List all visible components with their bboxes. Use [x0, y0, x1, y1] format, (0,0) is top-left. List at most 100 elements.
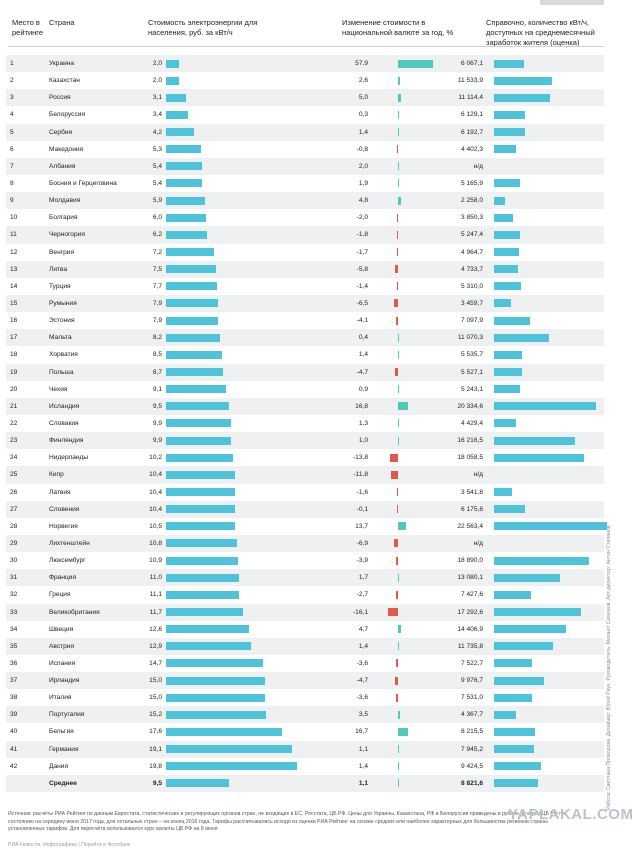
change-label: 57,9 [355, 60, 368, 67]
price-bar [166, 128, 194, 137]
change-label: 4,7 [358, 625, 368, 633]
country-cell: Турция [49, 282, 71, 290]
kwh-bar [494, 779, 539, 788]
price-bar [166, 368, 224, 377]
rank-cell: 33 [10, 608, 18, 616]
country-cell: Италия [49, 694, 72, 702]
change-bar [398, 385, 399, 394]
price-bar [166, 213, 206, 222]
kwh-label: н/д [473, 162, 483, 170]
change-label: 1,4 [358, 642, 368, 650]
change-label: -4,7 [356, 677, 368, 685]
kwh-bar [494, 659, 532, 668]
kwh-bar [494, 248, 519, 257]
change-bar [398, 436, 399, 445]
top-decoration [540, 0, 604, 5]
change-label: 0,4 [358, 334, 368, 342]
change-bar [398, 179, 400, 188]
change-bar [398, 762, 399, 771]
price-bar [166, 727, 283, 736]
change-bar [398, 93, 401, 102]
price-bar [166, 162, 202, 171]
rank-cell: 18 [10, 351, 18, 359]
change-bar [397, 145, 398, 154]
side-credits-text: Работа: Светлана Проворова. Дизайнер: Юр… [606, 525, 612, 810]
country-cell: Венгрия [49, 248, 75, 256]
rank-cell: 25 [10, 471, 18, 479]
kwh-bar [494, 76, 552, 85]
price-bar [166, 762, 297, 771]
kwh-label: 7 531,0 [461, 694, 483, 702]
kwh-label: 22 563,4 [457, 522, 483, 530]
kwh-bar [494, 265, 518, 274]
price-bar [166, 779, 229, 788]
rank-cell: 16 [10, 317, 18, 325]
change-label: 1,4 [358, 128, 368, 136]
table-row: 32 Греция 11,1 -2,7 7 427,6 [6, 586, 604, 603]
country-cell: Германия [49, 745, 79, 753]
kwh-bar [494, 59, 525, 68]
header-change: Изменение стоимости в национальной валют… [342, 18, 454, 37]
change-label: 1,7 [358, 574, 368, 582]
rank-cell: 34 [10, 625, 18, 633]
change-label: -16,1 [352, 608, 368, 616]
price-label: 7,5 [152, 265, 162, 273]
change-label: 2,6 [358, 77, 368, 85]
table-row: 21 Исландия 9,5 16,8 20 334,6 [6, 397, 604, 415]
price-label: 5,9 [152, 197, 162, 205]
change-bar [398, 522, 407, 531]
change-bar [398, 162, 400, 171]
table-row: 8 Босния и Герцеговина 5,4 1,9 5 165,9 [6, 175, 604, 192]
change-bar [398, 59, 433, 68]
rank-cell: 15 [10, 299, 18, 307]
change-label: -2,7 [356, 591, 368, 599]
kwh-label: 5 310,0 [461, 282, 483, 290]
country-cell: Люксембург [49, 557, 86, 565]
kwh-bar [494, 625, 567, 634]
change-bar [396, 213, 398, 222]
table-row: 16 Эстония 7,9 -4,1 7 097,9 [6, 312, 604, 329]
kwh-label: 11 533,9 [457, 77, 483, 85]
price-label: 8,7 [152, 368, 162, 376]
change-bar [398, 625, 401, 634]
change-label: 4,8 [358, 197, 368, 205]
table-row: 23 Финляндия 9,9 1,0 16 216,5 [6, 432, 604, 450]
kwh-label: 18 058,5 [457, 454, 483, 462]
kwh-bar [494, 762, 542, 771]
kwh-label: 7 522,7 [461, 659, 483, 667]
rank-cell: 31 [10, 574, 18, 582]
price-bar [166, 93, 187, 102]
kwh-bar [494, 727, 536, 736]
change-bar [397, 505, 398, 514]
change-label: -3,9 [356, 557, 368, 565]
price-bar [166, 522, 236, 531]
kwh-bar [494, 453, 585, 462]
change-label: 1,3 [358, 419, 368, 427]
rank-cell: 10 [10, 214, 18, 222]
price-bar [166, 230, 207, 239]
country-cell: Испания [49, 659, 76, 667]
country-cell: Бельгия [49, 728, 74, 736]
price-bar [166, 470, 235, 479]
price-label: 9,5 [152, 779, 162, 787]
country-cell: Среднее [49, 779, 77, 787]
kwh-bar [494, 436, 576, 445]
rank-cell: 14 [10, 282, 18, 290]
country-cell: Словения [49, 505, 80, 513]
price-label: 6,2 [152, 231, 162, 239]
change-label: -1,7 [356, 248, 368, 256]
kwh-label: 9 424,5 [461, 762, 483, 770]
change-bar [390, 470, 398, 479]
price-label: 10,4 [149, 488, 162, 496]
change-label: 2,0 [358, 162, 368, 170]
table-row: 35 Австрия 12,9 1,4 11 735,8 [6, 637, 604, 655]
price-bar [166, 590, 240, 599]
rank-cell: 39 [10, 711, 18, 719]
kwh-label: 11 114,4 [458, 94, 483, 102]
price-bar [166, 556, 238, 565]
price-label: 2,0 [152, 77, 162, 85]
price-bar [166, 282, 217, 291]
price-bar [166, 145, 201, 154]
change-bar [398, 128, 399, 137]
table-row: 9 Молдавия 5,9 4,8 2 258,0 [6, 192, 604, 210]
